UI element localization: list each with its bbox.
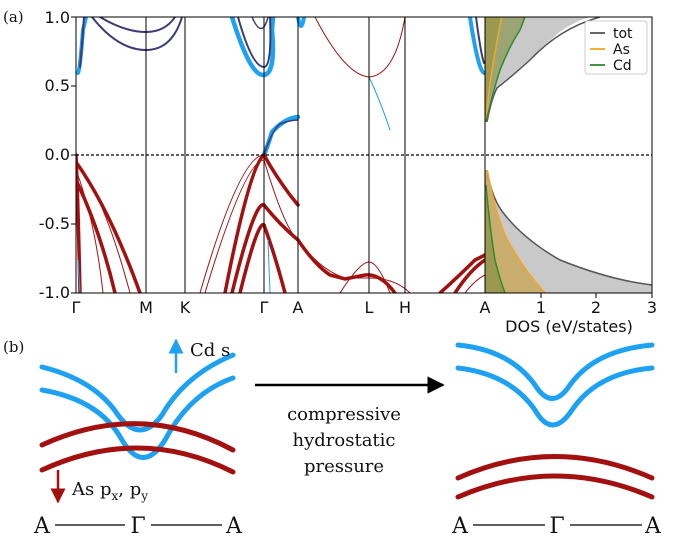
y-tick-label: 1.0 [45, 8, 70, 27]
k-label: L [365, 298, 374, 317]
valence-band [438, 253, 485, 293]
dos-cd-line-valence [485, 184, 506, 293]
schematic-left [39, 352, 236, 475]
dos-x-tick: 1 [536, 298, 546, 317]
dos-total-fill-valence [485, 170, 652, 293]
conduction-band [296, 17, 306, 28]
dos-as-line [485, 17, 503, 123]
conduction-band [263, 119, 299, 156]
k-label: Γ [260, 298, 269, 317]
dos-cd-line [485, 17, 526, 123]
conduction-band [79, 17, 85, 68]
k-label: A [293, 298, 304, 317]
y-tick-label: -0.5 [39, 214, 70, 233]
y-tick-label: -1.0 [39, 283, 70, 302]
dos-as-line-valence [486, 169, 546, 293]
dos-axis-label: DOS (eV/states) [505, 317, 633, 336]
conduction-band [251, 17, 269, 30]
conduction-band [91, 17, 183, 52]
k-label: Γ [549, 514, 564, 538]
pressure-text-line3: pressure [304, 456, 384, 477]
k-label: K [180, 298, 191, 317]
valence-band [262, 153, 300, 207]
legend-label: tot [613, 26, 633, 42]
cd-s-band-upper [455, 342, 655, 401]
k-label: Γ [72, 298, 81, 317]
legend-label: Cd [613, 58, 632, 74]
valence-band [297, 239, 411, 293]
dos-total-line-valence [486, 169, 652, 286]
dos-legend: tot As Cd [584, 20, 648, 75]
k-label: A [451, 514, 469, 538]
k-label: A [644, 514, 662, 538]
valence-band [453, 258, 485, 293]
valence-band [76, 178, 117, 293]
k-label: H [399, 298, 411, 317]
dos-as-fill-valence [485, 170, 545, 293]
valence-band [238, 223, 266, 293]
valence-band [76, 169, 104, 293]
k-label: A [225, 514, 243, 538]
panel-b-label: (b) [3, 338, 24, 356]
legend-label: As [613, 42, 630, 58]
conduction-band [368, 76, 391, 131]
conduction-band [261, 114, 301, 158]
as-p-band-upper [39, 421, 236, 453]
cd-s-band-lower [455, 365, 655, 428]
k-label: M [139, 298, 153, 317]
valence-band [263, 159, 299, 241]
as-p-band-upper [455, 454, 655, 481]
dos-cd-fill [485, 17, 525, 122]
k-label: A [480, 298, 491, 317]
right-k-path: A Γ A [451, 514, 662, 538]
dos-plot-frame [484, 16, 653, 294]
pressure-text-line2: hydrostatic [293, 430, 396, 451]
k-label: A [33, 514, 51, 538]
dos-total-line [486, 17, 601, 123]
cd-s-band-upper [39, 352, 236, 433]
pressure-text-line1: compressive [287, 404, 401, 425]
as-p-band-lower [39, 445, 236, 475]
valence-band [230, 203, 266, 293]
conduction-band [468, 17, 485, 75]
cd-s-label: Cd s [190, 340, 230, 361]
valence-band [223, 153, 266, 293]
k-point-labels: Γ M K Γ A L H A [72, 298, 491, 317]
y-tick-label: 0.5 [45, 76, 70, 95]
conduction-band [229, 17, 276, 78]
k-label: Γ [130, 514, 145, 538]
valence-band [199, 154, 265, 293]
y-axis-ticks: 1.0 0.5 0.0 -0.5 -1.0 [39, 8, 76, 302]
band-structure-plot [76, 17, 485, 293]
conduction-band [99, 17, 176, 34]
conduction-band [475, 17, 485, 64]
dos-x-tick: 3 [647, 298, 657, 317]
valence-band [464, 274, 485, 293]
conduction-band [314, 17, 406, 78]
left-k-path: A Γ A [33, 514, 243, 538]
dos-x-tick: 2 [591, 298, 601, 317]
dos-plot [485, 17, 652, 293]
y-tick-label: 0.0 [45, 145, 70, 164]
dos-cd-fill-valence [485, 185, 505, 293]
schematic-right [455, 342, 655, 500]
panel-a-label: (a) [3, 8, 24, 26]
as-p-label: As px, py [71, 479, 148, 503]
valence-band [296, 238, 397, 293]
valence-band [79, 167, 131, 293]
cd-s-band-lower [39, 375, 236, 460]
valence-band [262, 223, 287, 293]
valence-band [76, 160, 142, 293]
dos-x-ticks: 1 2 3 [536, 293, 657, 317]
as-p-band-lower [455, 473, 655, 500]
valence-band [204, 159, 265, 293]
